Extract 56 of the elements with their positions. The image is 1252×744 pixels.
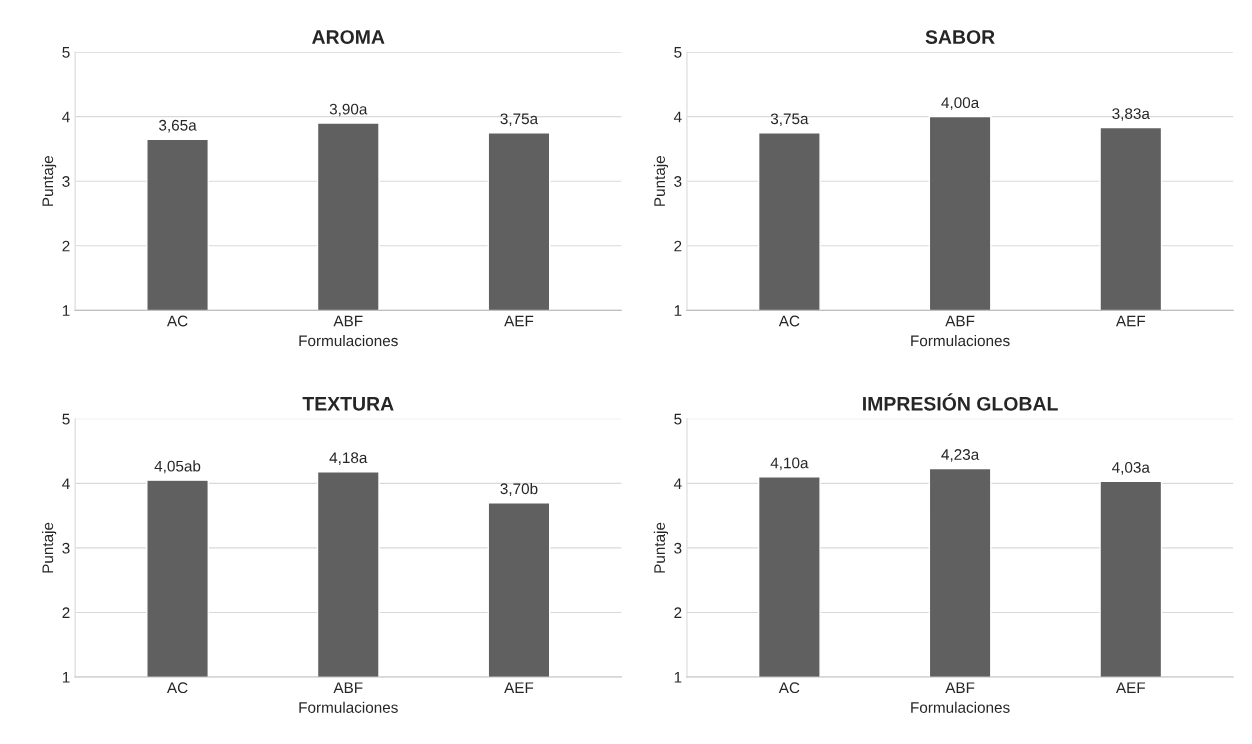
y-tick-label: 5 [62, 413, 70, 425]
data-label: 3,75a [770, 113, 809, 127]
data-label: 3,75a [500, 113, 539, 127]
data-label: 4,00a [941, 97, 980, 110]
y-tick-label: 3 [62, 542, 70, 554]
y-tick-label: 3 [62, 176, 70, 187]
y-tick-label: 3 [674, 176, 682, 187]
y-tick-label: 2 [674, 240, 682, 252]
y-tick-label: 2 [62, 607, 70, 619]
y-tick-label: 2 [62, 240, 70, 252]
data-label: 3,90a [329, 103, 368, 117]
data-label: 3,65a [159, 119, 197, 133]
chart-title: TEXTURA [302, 397, 394, 411]
y-axis-title: Puntaje [653, 522, 669, 573]
data-label: 3,83a [1112, 108, 1150, 121]
data-label: 4,03a [1112, 462, 1150, 475]
x-tick-label: ABF [945, 315, 975, 327]
y-tick-label: 4 [62, 478, 70, 489]
x-tick-label: AC [166, 682, 188, 694]
data-label: 4,10a [770, 457, 809, 471]
y-tick-label: 1 [62, 305, 70, 316]
x-tick-label: AC [778, 682, 800, 694]
y-axis-title: Puntaje [41, 522, 57, 573]
y-tick-label: 5 [674, 47, 682, 58]
y-axis-title: Puntaje [653, 155, 669, 206]
y-tick-label: 4 [673, 111, 682, 123]
y-tick-label: 3 [674, 542, 682, 554]
y-tick-label: 1 [674, 672, 682, 683]
data-label: 4,23a [941, 449, 980, 462]
x-tick-label: ABF [945, 682, 975, 693]
x-tick-label: AEF [1115, 682, 1146, 693]
x-tick-label: AEF [504, 315, 534, 327]
data-label: 4,18a [329, 452, 368, 465]
x-axis-title: Formulaciones [299, 701, 398, 713]
y-tick-label: 4 [673, 478, 682, 489]
y-axis-title: Puntaje [41, 155, 57, 206]
y-tick-label: 1 [674, 305, 682, 316]
y-tick-label: 1 [62, 672, 70, 683]
x-tick-label: ABF [333, 315, 363, 327]
x-axis-title: Formulaciones [299, 334, 398, 347]
y-tick-label: 5 [674, 413, 682, 425]
x-tick-label: AC [166, 315, 188, 327]
x-tick-label: AEF [1115, 315, 1146, 327]
y-tick-label: 2 [674, 607, 682, 619]
chart-title: AROMA [312, 30, 385, 44]
data-label: 3,70b [500, 482, 538, 496]
x-axis-title: Formulaciones [911, 701, 1010, 713]
x-tick-label: AC [778, 315, 800, 327]
y-tick-label: 4 [62, 111, 70, 123]
chart-title: IMPRESIÓN GLOBAL [863, 393, 1058, 411]
x-axis-title: Formulaciones [911, 334, 1010, 347]
x-tick-label: AEF [504, 682, 534, 693]
chart-title: SABOR [925, 30, 995, 44]
y-tick-label: 5 [62, 47, 70, 58]
data-label: 4,05ab [154, 460, 201, 474]
x-tick-label: ABF [333, 682, 363, 693]
